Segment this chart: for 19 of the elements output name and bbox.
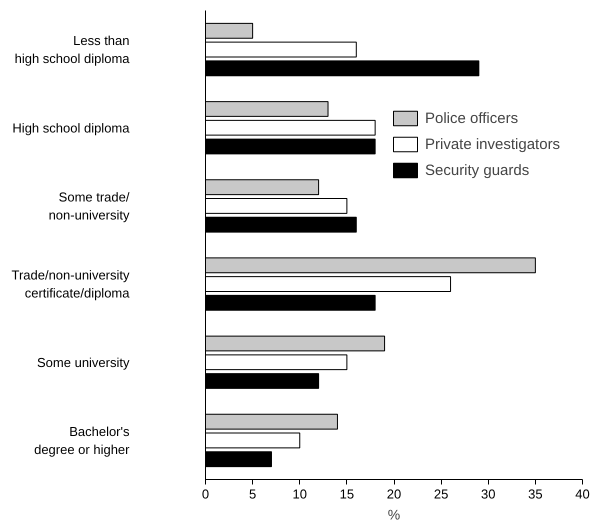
y-tick-label: Some trade/ non-university	[48, 189, 130, 222]
x-axis-title: %	[388, 506, 400, 522]
legend-label: Private investigators	[425, 136, 560, 152]
x-tick-label: 30	[481, 486, 496, 502]
x-tick-label: 40	[575, 486, 590, 502]
x-tick-label: 25	[434, 486, 448, 502]
x-tick-label: 5	[249, 486, 256, 502]
y-tick-label: Trade/non-university certificate/diploma	[11, 268, 130, 301]
legend-label: Police officers	[425, 110, 518, 126]
y-tick-label: High school diploma	[12, 120, 130, 136]
y-tick-label: Some university	[37, 354, 130, 370]
y-tick-label: Bachelor's degree or higher	[34, 424, 130, 457]
x-tick-label: 35	[528, 486, 543, 502]
x-tick-label: 10	[292, 486, 307, 502]
y-tick-label: Less than high school diploma	[14, 33, 130, 66]
legend-label: Security guards	[425, 162, 530, 178]
x-tick-label: 0	[202, 486, 210, 502]
x-tick-label: 15	[340, 486, 354, 502]
x-tick-label: 20	[386, 486, 402, 502]
